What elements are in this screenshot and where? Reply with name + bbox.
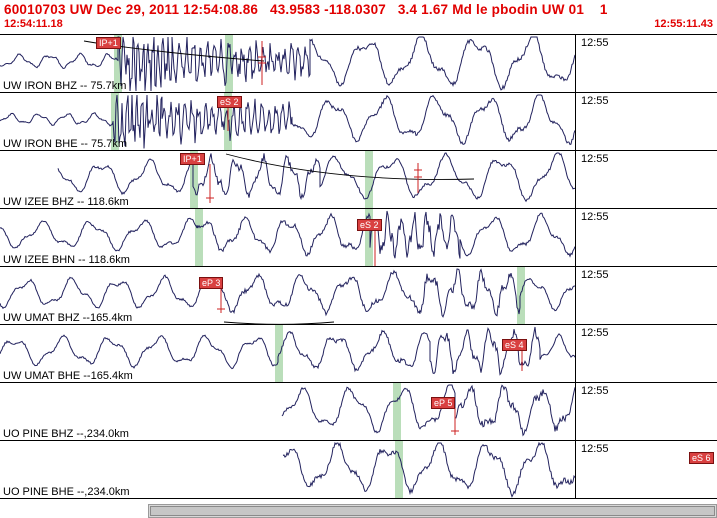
pick-flag[interactable]: eS 2: [217, 96, 242, 108]
trace-row[interactable]: UW IRON BHZ -- 75.7km 12:55 IP+1: [0, 35, 717, 93]
trace-list: UW IRON BHZ -- 75.7km 12:55 IP+1 UW IRON…: [0, 34, 717, 499]
trace-row[interactable]: UW UMAT BHE --165.4km 12:55 eS 4: [0, 325, 717, 383]
waveform: [0, 326, 575, 376]
station-label: UW UMAT BHE --165.4km: [3, 370, 133, 382]
panel-separator: [575, 325, 576, 382]
panel-separator: [575, 267, 576, 324]
station-label: UW IZEE BHZ -- 118.6km: [3, 196, 129, 208]
waveform: [0, 268, 575, 318]
panel-separator: [575, 151, 576, 208]
trace-time-label: 12:55: [581, 269, 609, 281]
station-label: UO PINE BHE --,234.0km: [3, 486, 130, 498]
panel-separator: [575, 441, 576, 498]
pick-flag[interactable]: IP+1: [180, 153, 205, 165]
window-end-time: 12:55:11.43: [654, 18, 713, 30]
waveform: [0, 36, 575, 92]
pick-flag[interactable]: eS 6: [689, 452, 714, 464]
trace-row[interactable]: UW IZEE BHZ -- 118.6km 12:55 IP+1: [0, 151, 717, 209]
pick-highlight-band: [365, 209, 373, 266]
trace-row[interactable]: UO PINE BHZ --,234.0km 12:55 eP 5: [0, 383, 717, 441]
station-label: UW IZEE BHN -- 118.6km: [3, 254, 130, 266]
pick-highlight-band: [517, 267, 525, 324]
station-label: UO PINE BHZ --,234.0km: [3, 428, 129, 440]
waveform: [281, 384, 575, 437]
panel-separator: [575, 93, 576, 150]
pick-flag[interactable]: eS 4: [502, 339, 527, 351]
station-label: UW IRON BHE -- 75.7km: [3, 138, 128, 150]
window-start-time: 12:54:11.18: [4, 18, 63, 30]
pick-highlight-band: [225, 35, 233, 92]
trace-row[interactable]: UW IZEE BHN -- 118.6km 12:55 eS 2: [0, 209, 717, 267]
pick-highlight-band: [393, 383, 401, 440]
pick-highlight-band: [190, 151, 198, 208]
trace-time-label: 12:55: [581, 153, 609, 165]
panel-separator: [575, 383, 576, 440]
trace-time-label: 12:55: [581, 211, 609, 223]
scrollbar-thumb[interactable]: [150, 506, 715, 516]
panel-separator: [575, 35, 576, 92]
trace-time-label: 12:55: [581, 385, 609, 397]
pick-flag[interactable]: eP 5: [431, 397, 456, 409]
trace-time-label: 12:55: [581, 95, 609, 107]
station-label: UW IRON BHZ -- 75.7km: [3, 80, 127, 92]
time-window-bar: 12:54:11.18 12:55:11.43: [0, 18, 717, 34]
trace-row[interactable]: UO PINE BHE --,234.0km 12:55 eS 6: [0, 441, 717, 499]
pick-flag[interactable]: IP+1: [96, 37, 121, 49]
station-label: UW UMAT BHZ --165.4km: [3, 312, 133, 324]
scrollbar-left-spacer: [0, 504, 148, 518]
trace-time-label: 12:55: [581, 37, 609, 49]
pick-highlight-band: [395, 441, 403, 498]
horizontal-scrollbar[interactable]: [148, 504, 717, 518]
event-summary-header: 60010703 UW Dec 29, 2011 12:54:08.86 43.…: [4, 2, 608, 17]
trace-time-label: 12:55: [581, 327, 609, 339]
trace-row[interactable]: UW IRON BHE -- 75.7km 12:55 eS 2: [0, 93, 717, 151]
pick-highlight-band: [111, 93, 119, 150]
trace-row[interactable]: UW UMAT BHZ --165.4km 12:55 eP 3: [0, 267, 717, 325]
pick-flag[interactable]: eP 3: [199, 277, 224, 289]
waveform: [0, 210, 575, 259]
waveform: [282, 441, 575, 498]
pick-flag[interactable]: eS 2: [357, 219, 382, 231]
scrollbar-row: [0, 499, 717, 518]
panel-separator: [575, 209, 576, 266]
pick-highlight-band: [195, 209, 203, 266]
trace-time-label: 12:55: [581, 443, 609, 455]
waveform: [0, 94, 575, 149]
pick-highlight-band: [114, 35, 122, 92]
